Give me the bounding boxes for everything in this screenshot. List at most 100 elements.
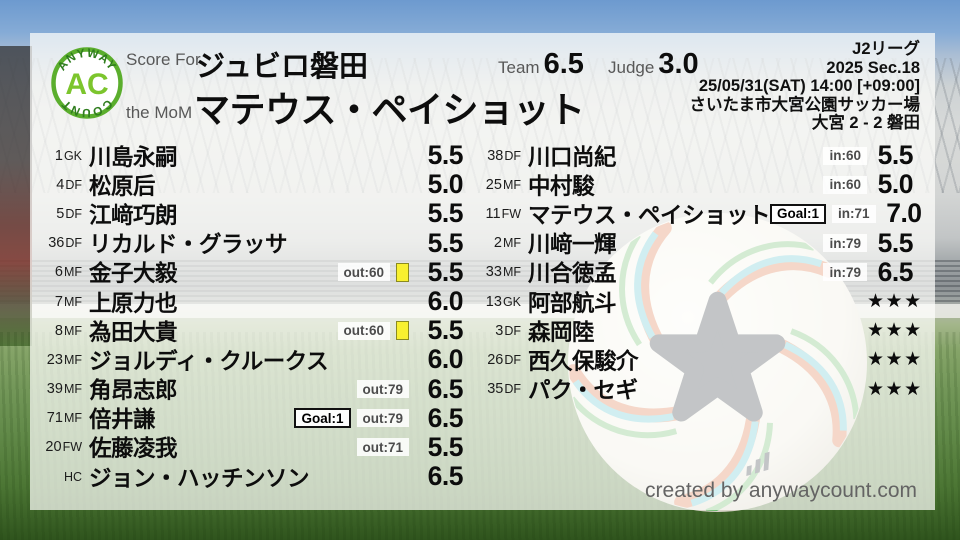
judge-score-value: 3.0 — [658, 48, 699, 80]
venue-name: さいたま市大宮公園サッカー場 — [689, 95, 920, 114]
player-number-position: 11FW — [485, 205, 522, 222]
player-row: 23MF ジョルディ・クルークス 6.0 — [38, 344, 464, 374]
player-number: 6 — [54, 264, 63, 281]
player-number-position: HC — [38, 469, 82, 485]
player-score: 5.5 — [427, 431, 464, 462]
player-row: 35DF パク・セギ ★★★ — [485, 375, 921, 404]
player-row: 7MF 上原力也 6.0 — [38, 286, 464, 316]
player-number-position: 36DF — [38, 235, 82, 251]
row-badges: in:60 — [823, 146, 867, 165]
player-number: 26 — [487, 351, 504, 368]
player-row: 38DF 川口尚紀 in:60 5.5 — [485, 140, 914, 171]
player-score: 5.5 — [877, 140, 914, 171]
player-row: 36DF リカルド・グラッサ 5.5 — [38, 228, 463, 258]
player-row: 1GK 川島永嗣 5.5 — [38, 140, 464, 171]
starting-column: 1GK 川島永嗣 5.5 4DF 松原后 5.0 5DF 江﨑巧朗 5.5 36DF リカルド・グラ… — [38, 140, 464, 492]
player-score: 5.5 — [427, 140, 464, 171]
player-number: 5 — [56, 205, 65, 222]
player-number-position: 1GK — [38, 148, 82, 164]
row-badges: out:60 — [337, 321, 409, 341]
player-position: MF — [63, 382, 82, 397]
player-name: 佐藤凌我 — [89, 436, 178, 462]
player-score: 7.0 — [886, 198, 922, 229]
row-badges: Goal:1 out:79 — [294, 408, 409, 429]
player-number: 39 — [46, 381, 63, 398]
player-position: DF — [65, 206, 82, 221]
player-number: 2 — [493, 235, 502, 252]
team-name: ジュビロ磐田 — [196, 51, 368, 83]
player-position: MF — [502, 236, 521, 251]
judge-score-pair: Judge 3.0 — [608, 48, 699, 81]
player-name: 倍井謙 — [89, 407, 156, 433]
player-row: 25MF 中村駿 in:60 5.0 — [485, 169, 914, 200]
player-number: 11 — [485, 205, 501, 222]
team-score-pair: Team 6.5 — [498, 48, 584, 81]
player-score: 6.5 — [427, 461, 464, 492]
player-position: MF — [63, 352, 82, 367]
substitution-badge: in:79 — [823, 234, 867, 253]
player-row: 2MF 川﨑一輝 in:79 5.5 — [485, 228, 914, 258]
player-number: 25 — [485, 176, 502, 193]
player-row: 71MF 倍井謙 Goal:1 out:79 6.5 — [38, 403, 464, 433]
ratings-panel: ANYWAY COUNT AC Score For ジュビロ磐田 the MoM… — [30, 33, 935, 510]
stadium-left-stand — [0, 46, 32, 346]
substitution-badge: out:79 — [356, 409, 409, 428]
player-number: 8 — [54, 322, 63, 339]
player-number: 4 — [56, 176, 65, 193]
player-number-position: 35DF — [485, 381, 521, 397]
player-score: 5.0 — [877, 169, 914, 200]
substitution-badge: in:60 — [823, 146, 867, 165]
substitution-badge: in:79 — [823, 263, 867, 282]
player-number: 36 — [48, 235, 65, 252]
player-name: 森岡陸 — [528, 319, 595, 345]
league-name: J2リーグ — [852, 40, 920, 58]
mom-name: マテウス・ペイショット — [194, 89, 585, 130]
player-row: 4DF 松原后 5.0 — [38, 169, 463, 199]
player-position: DF — [504, 323, 521, 338]
player-number-position: 33MF — [485, 264, 521, 280]
kickoff-datetime: 25/05/31(SAT) 14:00 [+09:00] — [698, 77, 920, 96]
player-row: 6MF 金子大毅 out:60 5.5 — [38, 257, 464, 287]
player-position: MF — [63, 411, 82, 426]
player-position: DF — [65, 236, 82, 251]
player-position: DF — [504, 148, 521, 163]
player-name: 松原后 — [89, 173, 156, 199]
player-position: GK — [502, 294, 521, 309]
player-number: 38 — [487, 147, 504, 164]
player-number: 1 — [54, 147, 63, 164]
match-result: 大宮 2 - 2 磐田 — [811, 114, 920, 133]
judge-score-label: Judge — [608, 58, 655, 77]
player-position: FW — [62, 440, 82, 455]
player-name: 西久保駿介 — [528, 348, 639, 374]
player-row: 11FW マテウス・ペイショット Goal:1 in:71 7.0 — [485, 198, 923, 228]
player-number: 33 — [485, 264, 502, 281]
player-name: 中村駿 — [528, 173, 595, 199]
player-name: 為田大貴 — [89, 319, 178, 345]
player-position: HC — [63, 469, 82, 484]
player-name: 上原力也 — [89, 290, 178, 316]
player-number-position: 26DF — [485, 352, 521, 368]
credit-text: created by anywaycount.com — [645, 479, 917, 502]
player-row: 8MF 為田大貴 out:60 5.5 — [38, 315, 464, 345]
row-badges: Goal:1 in:71 — [770, 203, 876, 224]
unrated-stars: ★★★ — [867, 291, 923, 313]
player-number-position: 5DF — [38, 206, 82, 222]
team-score-label: Team — [498, 58, 540, 77]
anywaycount-logo: ANYWAY COUNT AC — [51, 46, 123, 120]
unrated-stars: ★★★ — [867, 349, 923, 371]
player-number-position: 25MF — [485, 177, 521, 193]
player-number-position: 8MF — [38, 323, 82, 339]
player-number: 7 — [54, 293, 63, 310]
player-number-position: 6MF — [38, 264, 82, 280]
substitution-badge: out:60 — [337, 321, 390, 340]
player-position: DF — [65, 177, 82, 192]
player-name: ジョン・ハッチンソン — [89, 465, 310, 491]
player-row: HC ジョン・ハッチンソン 6.5 — [38, 461, 464, 492]
row-badges: in:79 — [823, 263, 867, 282]
player-name: 江﨑巧朗 — [89, 202, 178, 228]
player-name: 川島永嗣 — [89, 144, 178, 170]
player-position: GK — [63, 148, 82, 163]
player-number-position: 38DF — [485, 148, 521, 164]
match-info-block: J2リーグ 2025 Sec.18 25/05/31(SAT) 14:00 [+… — [689, 40, 920, 133]
